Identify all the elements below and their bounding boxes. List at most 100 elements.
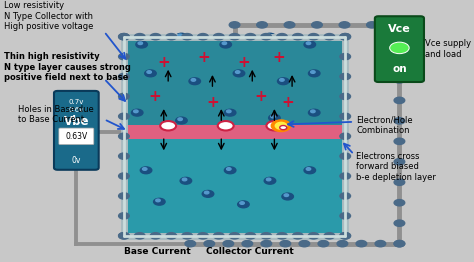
Circle shape	[394, 200, 405, 206]
Bar	[124, 139, 345, 236]
Text: +: +	[237, 55, 250, 70]
Text: Thin high resistivity
N type layer causes strong
positive field next to base: Thin high resistivity N type layer cause…	[4, 52, 131, 82]
Circle shape	[356, 241, 367, 247]
Text: Base Current: Base Current	[124, 247, 191, 256]
FancyBboxPatch shape	[375, 16, 424, 82]
Text: Vbe: Vbe	[64, 115, 89, 128]
Circle shape	[227, 168, 231, 170]
Circle shape	[229, 22, 240, 28]
Text: on: on	[392, 64, 407, 74]
Text: 0.63V: 0.63V	[65, 132, 88, 141]
Text: Holes in Base due
to Base Current: Holes in Base due to Base Current	[18, 105, 93, 124]
Circle shape	[233, 70, 245, 77]
Circle shape	[118, 34, 129, 40]
Circle shape	[308, 34, 319, 40]
Circle shape	[191, 79, 196, 81]
Text: 0v: 0v	[72, 156, 81, 165]
Circle shape	[366, 22, 377, 28]
Text: 0.6v: 0.6v	[69, 107, 84, 113]
Circle shape	[394, 118, 405, 124]
Circle shape	[240, 202, 244, 204]
Circle shape	[310, 110, 315, 113]
Circle shape	[204, 241, 215, 247]
Circle shape	[306, 168, 310, 170]
Text: +: +	[206, 95, 219, 110]
Circle shape	[340, 213, 350, 219]
Text: +: +	[273, 50, 285, 65]
Circle shape	[220, 41, 231, 48]
Circle shape	[257, 22, 267, 28]
Circle shape	[271, 120, 291, 132]
Circle shape	[339, 22, 350, 28]
Circle shape	[394, 138, 405, 144]
Circle shape	[118, 153, 129, 159]
Circle shape	[227, 110, 231, 113]
Circle shape	[280, 79, 284, 81]
Circle shape	[176, 33, 187, 40]
Circle shape	[229, 34, 240, 40]
Circle shape	[318, 241, 328, 247]
Circle shape	[340, 233, 350, 239]
Circle shape	[292, 34, 303, 40]
FancyBboxPatch shape	[59, 128, 94, 145]
Circle shape	[280, 241, 291, 247]
Circle shape	[340, 34, 350, 40]
Circle shape	[222, 42, 227, 45]
Circle shape	[277, 34, 287, 40]
Circle shape	[180, 177, 191, 184]
Circle shape	[394, 241, 405, 247]
Circle shape	[242, 241, 253, 247]
Circle shape	[304, 167, 316, 174]
Text: +: +	[157, 55, 170, 70]
Circle shape	[213, 34, 224, 40]
Circle shape	[118, 93, 129, 100]
Text: Low resistivity
N Type Collector with
High positive voltage: Low resistivity N Type Collector with Hi…	[4, 1, 94, 31]
Circle shape	[261, 233, 272, 239]
Circle shape	[118, 34, 129, 40]
Circle shape	[156, 199, 160, 202]
Circle shape	[143, 168, 147, 170]
Circle shape	[182, 233, 192, 239]
Circle shape	[261, 34, 272, 40]
Circle shape	[340, 73, 350, 80]
Circle shape	[118, 113, 129, 119]
Circle shape	[394, 241, 405, 247]
Circle shape	[218, 121, 234, 130]
Text: Collector Current: Collector Current	[206, 247, 294, 256]
Circle shape	[264, 177, 276, 184]
Circle shape	[178, 118, 182, 121]
Circle shape	[390, 42, 409, 54]
Circle shape	[131, 109, 143, 116]
Circle shape	[185, 241, 196, 247]
Circle shape	[284, 22, 295, 28]
Circle shape	[394, 97, 405, 103]
Text: +: +	[255, 89, 267, 105]
Circle shape	[299, 241, 310, 247]
Circle shape	[340, 133, 350, 139]
Circle shape	[306, 42, 310, 45]
Circle shape	[340, 93, 350, 100]
Circle shape	[266, 34, 271, 37]
Circle shape	[309, 70, 320, 77]
Circle shape	[229, 233, 240, 239]
Circle shape	[324, 34, 335, 40]
Circle shape	[310, 71, 315, 73]
Circle shape	[312, 22, 322, 28]
Circle shape	[266, 121, 283, 130]
Circle shape	[134, 110, 138, 113]
Circle shape	[309, 109, 320, 116]
Circle shape	[394, 220, 405, 226]
Circle shape	[394, 179, 405, 185]
Circle shape	[340, 233, 350, 239]
Circle shape	[280, 125, 287, 130]
Circle shape	[266, 178, 271, 181]
Circle shape	[271, 115, 275, 118]
Circle shape	[182, 178, 187, 181]
Circle shape	[245, 34, 255, 40]
Text: Electrons cross
forward biased
b-e depletion layer: Electrons cross forward biased b-e deple…	[356, 152, 436, 182]
Circle shape	[261, 241, 272, 247]
Circle shape	[340, 153, 350, 159]
Text: Electron/Hole
Combination: Electron/Hole Combination	[356, 115, 413, 135]
Circle shape	[275, 122, 287, 129]
Circle shape	[394, 77, 405, 83]
